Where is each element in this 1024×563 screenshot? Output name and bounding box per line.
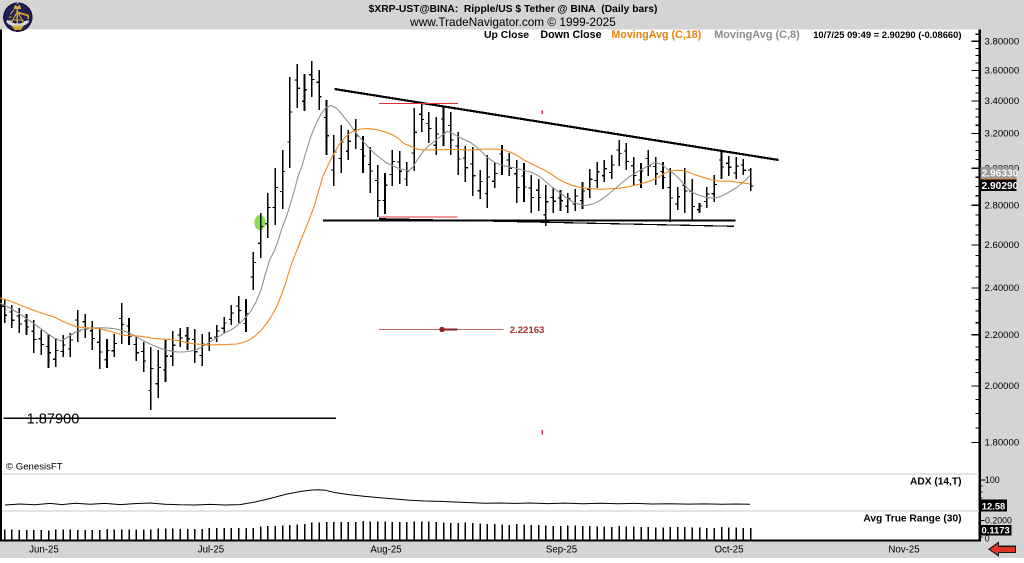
svg-text:Aug-25: Aug-25 xyxy=(370,545,401,556)
svg-text:12.58: 12.58 xyxy=(982,500,1005,511)
svg-text:Sep-25: Sep-25 xyxy=(546,545,577,556)
svg-text:1.80000: 1.80000 xyxy=(985,438,1020,449)
svg-text:Avg True Range (30): Avg True Range (30) xyxy=(863,514,961,525)
svg-text:© GenesisFT: © GenesisFT xyxy=(6,462,63,473)
svg-text:Down Close: Down Close xyxy=(540,29,601,41)
svg-text:3.20000: 3.20000 xyxy=(985,129,1020,140)
svg-text:Up Close: Up Close xyxy=(484,30,529,41)
svg-text:2.22163: 2.22163 xyxy=(510,325,545,336)
svg-text:Jun-25: Jun-25 xyxy=(29,545,59,556)
svg-text:2.40000: 2.40000 xyxy=(985,283,1020,294)
svg-text:2.80000: 2.80000 xyxy=(985,200,1020,211)
svg-text:10/7/25 09:49 = 2.90290 (-0.08: 10/7/25 09:49 = 2.90290 (-0.08660) xyxy=(813,29,961,40)
svg-text:2.20000: 2.20000 xyxy=(985,330,1020,341)
svg-text:Jul-25: Jul-25 xyxy=(198,545,224,556)
svg-text:$XRP-UST@BINA: Ripple/US $ Te: $XRP-UST@BINA: Ripple/US $ Tether @ BINA… xyxy=(369,4,658,15)
svg-text:2.00000: 2.00000 xyxy=(985,381,1020,392)
svg-text:100: 100 xyxy=(985,475,1000,485)
svg-text:2.96330: 2.96330 xyxy=(982,169,1019,180)
svg-text:3.80000: 3.80000 xyxy=(985,36,1020,47)
svg-text:MovingAvg (C,18): MovingAvg (C,18) xyxy=(611,29,701,41)
svg-text:Nov-25: Nov-25 xyxy=(888,545,919,556)
svg-text:1.87900: 1.87900 xyxy=(27,412,80,428)
svg-text:3.40000: 3.40000 xyxy=(985,96,1020,107)
svg-text:MovingAvg (C,8): MovingAvg (C,8) xyxy=(714,29,800,41)
svg-text:Oct-25: Oct-25 xyxy=(714,545,743,556)
svg-text:3.60000: 3.60000 xyxy=(985,66,1020,77)
svg-text:0.1173: 0.1173 xyxy=(982,525,1010,536)
svg-text:ADX (14,T): ADX (14,T) xyxy=(910,477,962,488)
svg-text:2.60000: 2.60000 xyxy=(985,240,1020,251)
svg-text:www.TradeNavigator.com © 1999-: www.TradeNavigator.com © 1999-2025 xyxy=(409,15,616,29)
svg-text:2.90290: 2.90290 xyxy=(982,181,1019,192)
